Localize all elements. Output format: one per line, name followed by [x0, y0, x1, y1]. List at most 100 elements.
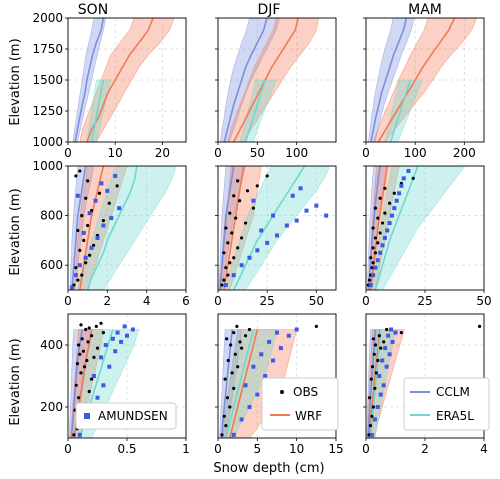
amundsen-point	[324, 213, 329, 218]
y-tick-label: 1000	[32, 135, 63, 149]
obs-point	[367, 433, 371, 437]
amundsen-point	[383, 346, 388, 351]
amundsen-point	[239, 417, 244, 422]
panel-plot-area	[72, 18, 175, 142]
amundsen-point	[375, 405, 380, 409]
obs-point	[370, 365, 375, 369]
x-tick-label: 100	[285, 146, 308, 160]
obs-point	[74, 174, 78, 178]
amundsen-point	[314, 203, 319, 208]
amundsen-point	[231, 273, 236, 278]
amundsen-point	[239, 263, 244, 268]
obs-point	[369, 256, 373, 260]
obs-point	[383, 186, 387, 190]
obs-point	[78, 248, 82, 252]
y-tick-label: 1500	[32, 73, 63, 87]
amundsen-point	[385, 228, 390, 233]
x-tick-label: 0	[362, 442, 370, 456]
obs-point	[92, 355, 96, 359]
obs-point	[371, 246, 375, 250]
amundsen-point	[401, 176, 406, 181]
obs-point	[77, 396, 81, 400]
obs-point	[97, 191, 102, 195]
obs-point	[232, 386, 236, 390]
series-line-cclm	[74, 18, 105, 142]
amundsen-point	[290, 193, 295, 198]
x-tick-label: 0	[362, 294, 370, 308]
amundsen-point	[231, 432, 236, 437]
obs-point	[95, 346, 100, 350]
obs-point	[228, 261, 232, 265]
obs-point	[388, 201, 392, 205]
panel-r1-c0: 0 2 4 6 600 800 1000	[32, 159, 189, 308]
column-title-mam: MAM	[408, 2, 442, 18]
obs-point	[233, 352, 237, 356]
obs-point	[238, 199, 242, 203]
y-tick-label: 600	[40, 258, 63, 272]
band-cclm	[218, 166, 246, 290]
x-tick-label: 1	[182, 442, 190, 456]
obs-point	[74, 266, 78, 270]
x-tick-label: 200	[453, 146, 476, 160]
amundsen-point	[267, 339, 272, 344]
obs-point	[225, 396, 230, 400]
amundsen-point	[369, 432, 374, 437]
amundsen-point	[406, 168, 411, 173]
legend-obs-wrf: OBS WRF	[261, 377, 339, 431]
legend-obs-label: OBS	[293, 385, 318, 399]
amundsen-point	[378, 392, 383, 397]
obs-point	[225, 337, 229, 341]
obs-point	[94, 324, 98, 328]
amundsen-point	[392, 206, 397, 211]
obs-point	[85, 358, 89, 363]
amundsen-point	[271, 358, 276, 363]
amundsen-point	[99, 181, 104, 186]
obs-point	[90, 377, 94, 381]
series-line-cclm	[70, 329, 83, 438]
amundsen-point	[255, 248, 260, 253]
obs-point	[236, 246, 240, 250]
panel-r1-c2: 0 25 50	[362, 165, 492, 308]
legend-cclm-label: CCLM	[436, 385, 470, 399]
amundsen-point	[368, 283, 373, 288]
xlabel: Snow depth (cm)	[213, 461, 324, 476]
amundsen-point	[119, 339, 124, 344]
obs-point	[373, 251, 378, 255]
x-tick-label: 20	[155, 146, 170, 160]
x-tick-label: 2	[421, 442, 429, 456]
obs-point	[230, 231, 234, 235]
obs-point	[90, 334, 94, 338]
obs-point	[80, 337, 84, 341]
y-tick-label: 1000	[32, 159, 63, 173]
x-tick-label: 25	[417, 294, 432, 308]
obs-point	[380, 221, 385, 225]
obs-point	[374, 371, 378, 375]
obs-point	[251, 206, 255, 210]
amundsen-point	[107, 364, 112, 369]
obs-point	[371, 226, 375, 230]
obs-point	[222, 414, 226, 418]
obs-point	[222, 251, 226, 255]
obs-point	[87, 389, 91, 394]
amundsen-point	[397, 191, 402, 196]
amundsen-point	[278, 346, 283, 351]
amundsen-point	[73, 273, 78, 278]
amundsen-point	[251, 364, 256, 369]
obs-point	[76, 228, 80, 233]
amundsen-point	[386, 333, 391, 338]
obs-point	[236, 179, 240, 183]
obs-point	[232, 256, 236, 260]
x-tick-label: 50	[250, 146, 265, 160]
band-wrf	[220, 166, 262, 290]
x-tick-label: 0	[214, 294, 222, 308]
amundsen-point	[265, 240, 270, 245]
obs-point	[232, 194, 236, 198]
amundsen-point	[223, 283, 228, 288]
column-title-son: SON	[78, 2, 108, 18]
obs-point	[370, 414, 374, 418]
series-line-cclm	[221, 329, 233, 438]
series-line-wrf	[369, 166, 388, 290]
amundsen-point	[77, 263, 82, 268]
panel-r1-c1: 0 25 50	[214, 165, 337, 308]
